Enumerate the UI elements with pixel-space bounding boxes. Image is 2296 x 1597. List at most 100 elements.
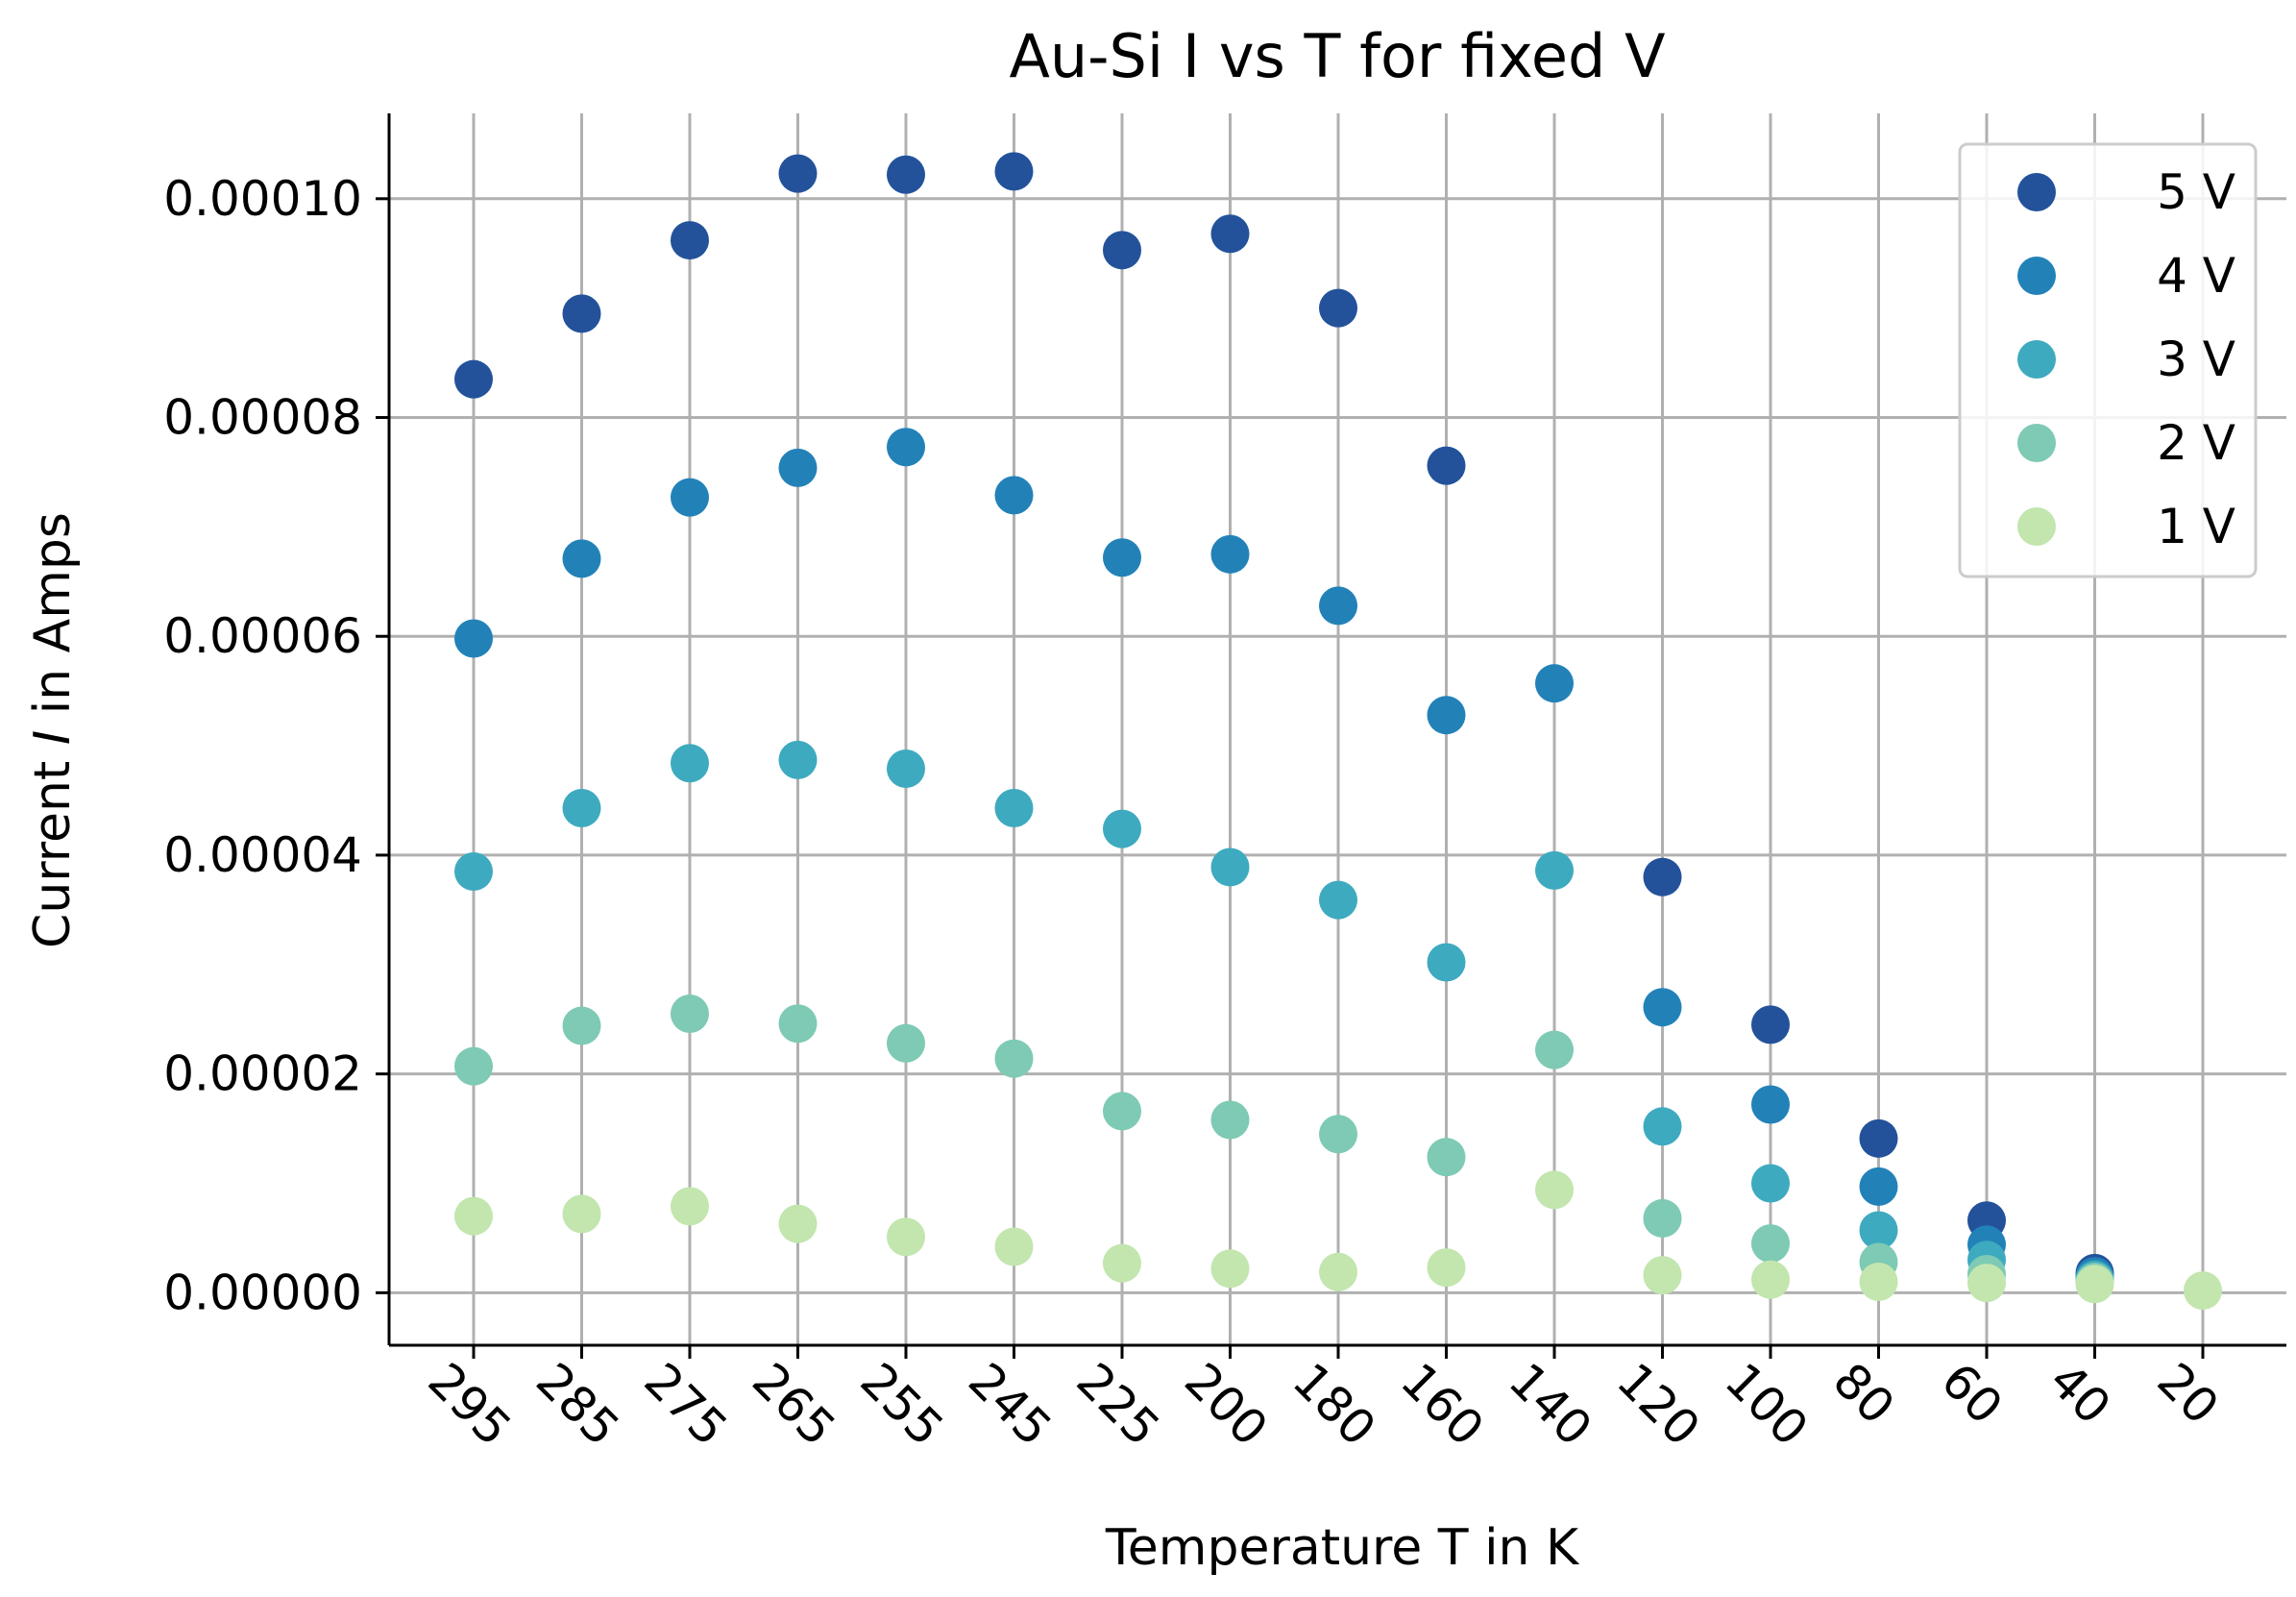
x-tick-label: 255: [850, 1352, 954, 1456]
data-point: [1859, 1262, 1898, 1301]
data-point: [1427, 943, 1466, 982]
data-point: [1103, 1243, 1141, 1283]
data-point: [1103, 809, 1141, 848]
data-point: [1535, 664, 1574, 703]
data-point: [1751, 1085, 1790, 1124]
data-point: [1643, 988, 1682, 1027]
data-point: [1319, 586, 1357, 626]
data-point: [778, 154, 818, 193]
x-tick-label: 180: [1282, 1352, 1386, 1456]
x-tick-label: 60: [1931, 1352, 2014, 1435]
x-tick-label: 285: [525, 1352, 629, 1456]
data-point: [1103, 231, 1141, 270]
y-axis-label-text-a: Current: [24, 745, 82, 948]
data-point: [454, 619, 493, 658]
data-point: [1427, 446, 1466, 485]
axes: [376, 113, 2286, 1359]
data-point: [887, 428, 925, 467]
x-tick-label: 140: [1499, 1352, 1602, 1456]
data-point: [1751, 1164, 1790, 1203]
data-point: [671, 744, 709, 783]
data-point: [1967, 1264, 2006, 1303]
x-tick-label: 100: [1715, 1352, 1819, 1456]
data-point: [1643, 857, 1682, 897]
y-axis-label-text-b: in Amps: [24, 512, 82, 730]
data-point: [778, 1004, 818, 1044]
data-point: [1535, 850, 1574, 890]
data-point: [1210, 214, 1250, 254]
data-point: [1751, 1260, 1790, 1299]
legend-frame: [1958, 142, 2258, 578]
data-point: [1319, 1115, 1357, 1154]
data-points: [454, 152, 2222, 1311]
data-point: [994, 1227, 1034, 1266]
y-tick-label: 0.00006: [163, 608, 362, 664]
data-point: [1319, 880, 1357, 920]
legend-label: 3 V: [2157, 332, 2235, 387]
y-tick-label: 0.00002: [163, 1046, 362, 1102]
data-point: [671, 478, 709, 517]
data-point: [562, 1194, 601, 1234]
data-point: [1643, 1256, 1682, 1295]
data-point: [1210, 1249, 1250, 1289]
data-point: [1751, 1224, 1790, 1264]
data-point: [1210, 534, 1250, 574]
data-point: [671, 995, 709, 1034]
x-tick-label: 40: [2039, 1352, 2121, 1435]
data-point: [671, 1187, 709, 1226]
legend-label: 4 V: [2157, 248, 2235, 304]
x-axis-label: Temperature T in K: [1105, 1519, 1580, 1577]
data-point: [778, 1204, 818, 1243]
data-point: [454, 1046, 493, 1086]
x-tick-label: 120: [1606, 1352, 1710, 1456]
data-point: [1319, 1252, 1357, 1291]
legend-label: 2 V: [2157, 415, 2235, 471]
legend-label: 5 V: [2157, 164, 2235, 220]
y-tick-label: 0.00010: [163, 171, 362, 227]
x-tick-label: 20: [2147, 1352, 2230, 1435]
x-tick-label: 200: [1174, 1352, 1278, 1456]
legend-marker: [2017, 424, 2056, 462]
data-point: [562, 788, 601, 827]
data-point: [454, 852, 493, 892]
data-point: [994, 476, 1034, 515]
data-point: [994, 152, 1034, 191]
data-point: [1210, 1100, 1250, 1140]
legend-marker: [2017, 173, 2056, 211]
data-point: [1427, 696, 1466, 735]
data-point: [887, 155, 925, 194]
data-point: [1535, 1170, 1574, 1210]
data-point: [1643, 1107, 1682, 1146]
x-tick-label: 225: [1066, 1352, 1170, 1456]
y-axis-label-italic: I: [24, 730, 82, 745]
x-tick-label: 275: [634, 1352, 738, 1456]
data-point: [1210, 848, 1250, 887]
y-tick-label: 0.00004: [163, 827, 362, 883]
data-point: [1103, 1092, 1141, 1131]
y-tick-label: 0.00008: [163, 390, 362, 446]
x-tick-label: 80: [1822, 1352, 1905, 1435]
data-point: [2075, 1265, 2114, 1304]
x-tick-label: 160: [1390, 1352, 1494, 1456]
data-point: [887, 749, 925, 788]
data-point: [562, 1006, 601, 1045]
data-point: [887, 1217, 925, 1257]
data-point: [1427, 1248, 1466, 1288]
data-point: [1859, 1167, 1898, 1206]
data-point: [1427, 1138, 1466, 1177]
data-point: [454, 359, 493, 399]
legend: 5 V 4 V 3 V 2 V 1 V: [1958, 142, 2258, 578]
chart-title: Au-Si I vs T for fixed V: [1009, 21, 1665, 91]
legend-label: 1 V: [2157, 499, 2235, 554]
x-tick-label: 265: [742, 1352, 845, 1456]
data-point: [1751, 1005, 1790, 1044]
data-point: [1535, 1030, 1574, 1069]
data-point: [1859, 1211, 1898, 1250]
x-tick-label: 295: [418, 1352, 522, 1456]
legend-marker: [2017, 507, 2056, 546]
y-tick-label: 0.00000: [163, 1265, 362, 1320]
data-point: [1103, 538, 1141, 577]
data-point: [671, 221, 709, 260]
data-point: [1859, 1118, 1898, 1158]
